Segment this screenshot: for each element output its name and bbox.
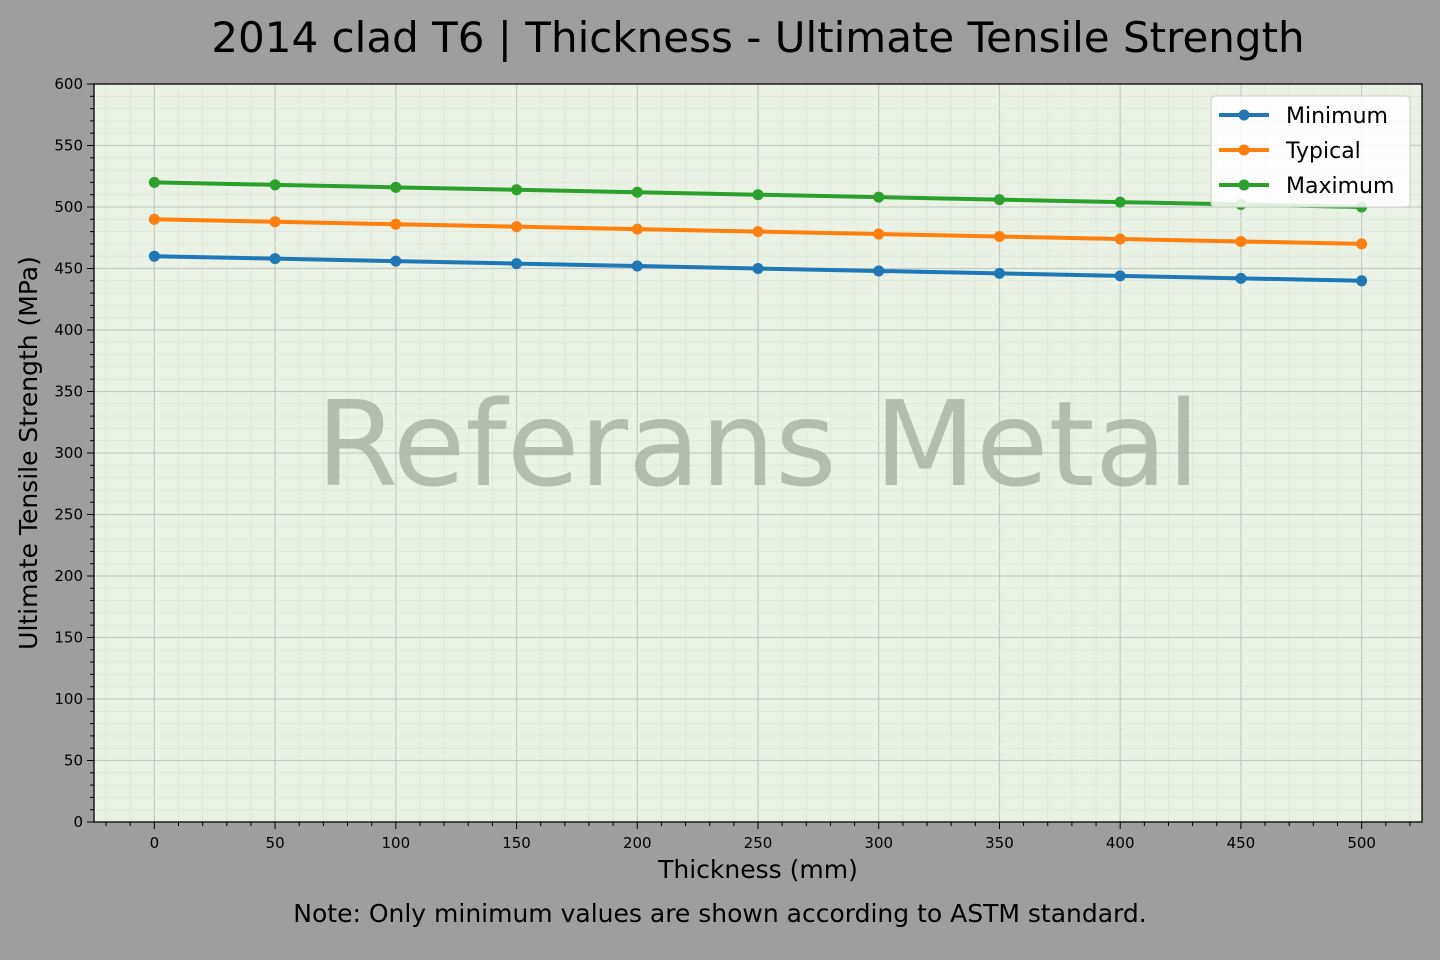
data-point [148, 176, 160, 188]
x-tick-label: 150 [502, 834, 531, 852]
data-point [269, 216, 281, 228]
y-tick-label: 200 [54, 567, 83, 585]
data-point [1114, 196, 1126, 208]
y-tick-label: 450 [54, 260, 83, 278]
chart-title: 2014 clad T6 | Thickness - Ultimate Tens… [211, 13, 1304, 62]
x-tick-label: 50 [266, 834, 285, 852]
series-minimum [148, 250, 1368, 287]
data-point [631, 186, 643, 198]
y-tick-label: 100 [54, 690, 83, 708]
data-point [752, 226, 764, 238]
legend-marker [1238, 179, 1250, 191]
data-point [752, 189, 764, 201]
data-point [1235, 272, 1247, 284]
x-tick-label: 450 [1227, 834, 1256, 852]
data-point [148, 213, 160, 225]
x-tick-label: 300 [864, 834, 893, 852]
legend: Minimum Typical Maximum [1210, 95, 1411, 208]
y-tick-label: 50 [64, 752, 83, 770]
data-point [511, 221, 523, 233]
data-point [511, 258, 523, 270]
data-point [390, 218, 402, 230]
data-point [1356, 275, 1368, 287]
data-point [631, 260, 643, 272]
legend-label: Minimum [1286, 104, 1388, 129]
data-point [148, 250, 160, 262]
data-point [873, 228, 885, 240]
legend-item-maximum: Maximum [1219, 174, 1394, 199]
x-tick-label: 400 [1106, 834, 1135, 852]
grid [94, 83, 1422, 823]
x-tick-label: 100 [381, 834, 410, 852]
x-tick-label: 200 [623, 834, 652, 852]
watermark: Referans Metal [316, 375, 1200, 513]
legend-item-minimum: Minimum [1219, 104, 1388, 129]
legend-label: Typical [1285, 139, 1361, 164]
legend-marker [1238, 144, 1250, 156]
data-point [390, 181, 402, 193]
y-tick-label: 150 [54, 629, 83, 647]
data-point [269, 253, 281, 265]
x-tick-label: 0 [150, 834, 160, 852]
legend-box [1210, 95, 1411, 208]
legend-marker [1238, 109, 1250, 121]
x-tick-label: 250 [744, 834, 773, 852]
data-point [993, 231, 1005, 243]
data-point [873, 191, 885, 203]
series-typical [148, 213, 1368, 250]
data-point [269, 179, 281, 191]
y-tick-label: 300 [54, 444, 83, 462]
y-tick-label: 250 [54, 506, 83, 524]
data-point [1356, 238, 1368, 250]
note: Note: Only minimum values are shown acco… [293, 899, 1146, 928]
data-point [873, 265, 885, 277]
y-tick-label: 500 [54, 198, 83, 216]
series-group [148, 176, 1368, 287]
x-tick-label: 350 [985, 834, 1014, 852]
data-point [631, 223, 643, 235]
data-point [1235, 235, 1247, 247]
y-tick-label: 550 [54, 137, 83, 155]
data-point [390, 255, 402, 267]
y-tick-label: 400 [54, 321, 83, 339]
data-point [511, 184, 523, 196]
legend-item-typical: Typical [1219, 139, 1361, 164]
ticks: 0 50 100 150 200 250 300 350 400 450 500 0 50 100 150 2… [54, 75, 1411, 852]
data-point [1114, 270, 1126, 282]
x-axis-label: Thickness (mm) [657, 855, 858, 884]
y-tick-label: 0 [73, 813, 83, 831]
data-point [752, 263, 764, 274]
legend-label: Maximum [1286, 174, 1394, 199]
y-tick-label: 600 [54, 75, 83, 93]
data-point [1114, 233, 1126, 245]
data-point [993, 194, 1005, 206]
y-axis-label: Ultimate Tensile Strength (MPa) [14, 256, 43, 650]
y-tick-label: 350 [54, 383, 83, 401]
x-tick-label: 500 [1347, 834, 1376, 852]
data-point [993, 267, 1005, 279]
